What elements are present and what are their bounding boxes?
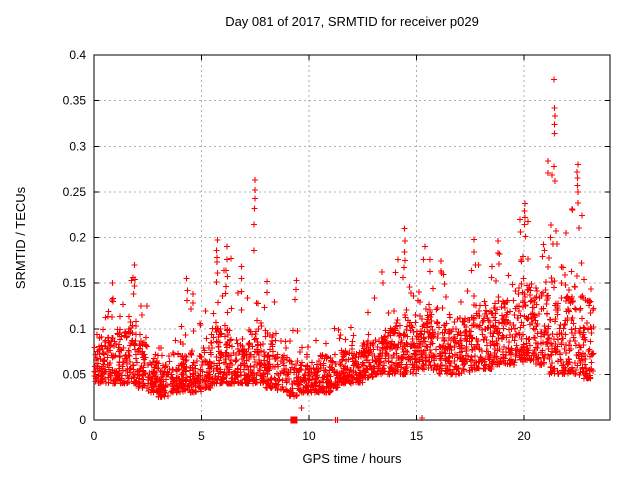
- x-tick-label: 10: [302, 429, 316, 443]
- y-tick-label: 0.3: [69, 139, 86, 153]
- y-tick-label: 0: [79, 413, 86, 427]
- y-tick-label: 0.4: [69, 48, 86, 62]
- grid-lines: [94, 55, 610, 420]
- y-tick-label: 0.1: [69, 322, 86, 336]
- x-tick-label: 5: [198, 429, 205, 443]
- tick-labels: 0 5 10 15 20 0 0.05 0.1 0.15 0.2 0.25 0.3 0.35 0.4: [63, 48, 531, 443]
- y-tick-label: 0.05: [63, 367, 87, 381]
- axis-ticks: [93, 54, 610, 421]
- y-tick-label: 0.2: [69, 231, 86, 245]
- x-tick-label: 20: [517, 429, 531, 443]
- x-axis-label: GPS time / hours: [303, 451, 402, 466]
- baseline-square-marker: [290, 416, 298, 424]
- y-axis-label: SRMTID / TECUs: [13, 186, 28, 289]
- scatter-points: [91, 76, 597, 423]
- x-tick-label: 0: [91, 429, 98, 443]
- y-tick-label: 0.35: [63, 94, 87, 108]
- data-points-series: [91, 76, 597, 424]
- y-tick-label: 0.15: [63, 276, 87, 290]
- chart-title: Day 081 of 2017, SRMTID for receiver p02…: [225, 14, 479, 29]
- x-tick-label: 15: [410, 429, 424, 443]
- y-tick-label: 0.25: [63, 185, 87, 199]
